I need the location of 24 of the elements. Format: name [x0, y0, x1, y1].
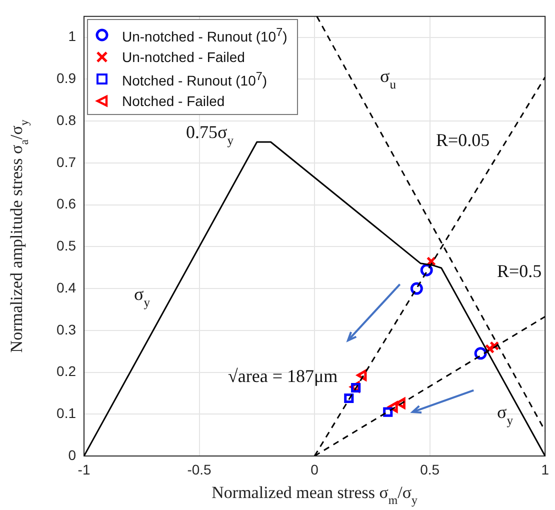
legend-label: Notched - Failed — [122, 92, 225, 111]
y-tick-label: 0.4 — [56, 279, 76, 296]
y-tick-label: 0.1 — [56, 404, 76, 421]
annotation: R=0.05 — [436, 130, 490, 150]
y-tick-label: 0.8 — [56, 112, 76, 128]
x-tick-label: -1 — [78, 461, 90, 478]
x-tick-label: 1 — [541, 461, 550, 478]
legend-label: Un-notched - Runout (10$^{7}$) — [122, 25, 288, 48]
annotation: R=0.5 — [497, 261, 542, 281]
y-tick-label: 0 — [68, 446, 76, 463]
annotation: √area = 187μm — [228, 366, 338, 386]
x-tick-label: -0.5 — [187, 461, 212, 478]
y-axis-title: Normalized amplitude stress σa/σy — [7, 120, 31, 353]
y-tick-label: 1 — [68, 28, 76, 44]
y-tick-label: 0.2 — [56, 363, 76, 380]
x-tick-label: 0.5 — [420, 461, 440, 478]
y-tick-label: 0.5 — [56, 238, 76, 254]
legend-label: Un-notched - Failed — [122, 48, 245, 68]
y-tick-label: 0.3 — [56, 321, 76, 338]
y-tick-label: 0.6 — [56, 196, 76, 212]
y-tick-label: 0.7 — [56, 154, 76, 170]
x-tick-label: 0 — [310, 461, 319, 478]
legend-label: Notched - Runout (10$^{7}$) — [122, 69, 268, 91]
y-tick-label: 0.9 — [56, 70, 76, 86]
